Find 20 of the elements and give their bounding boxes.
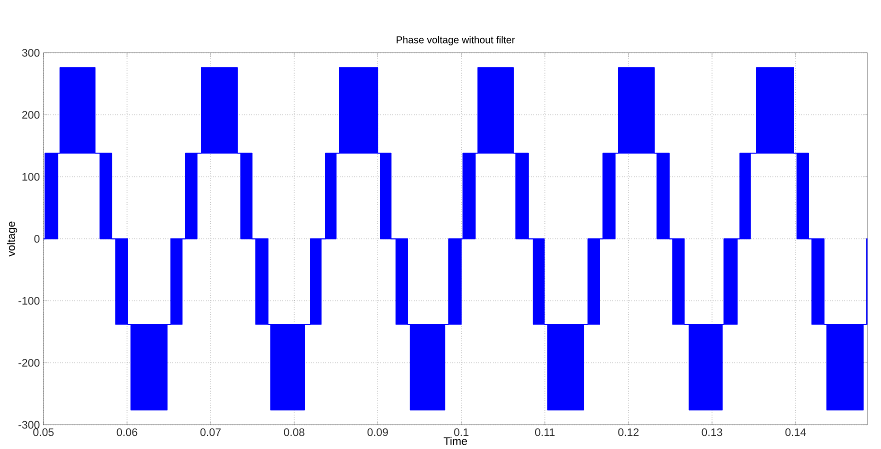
y-tick-label: 100	[22, 172, 40, 181]
x-tick-label: 0.12	[618, 428, 639, 436]
x-tick-label: 0.11	[535, 428, 555, 436]
y-axis-title: voltage	[6, 222, 18, 256]
x-tick-label: 0.05	[33, 428, 54, 436]
y-tick-label: -300	[18, 420, 40, 429]
y-tick-label: -200	[18, 358, 40, 367]
x-tick-label: 0.09	[368, 428, 388, 436]
x-axis-title: Time	[444, 436, 467, 445]
x-tick-label: 0.07	[200, 428, 221, 436]
x-tick-label: 0.13	[702, 428, 722, 436]
chart-title: Phase voltage without filter	[396, 36, 515, 46]
y-tick-label: -100	[18, 296, 40, 305]
x-tick-label: 0.1	[454, 428, 468, 436]
y-tick-label: 200	[22, 110, 40, 119]
x-tick-label: 0.14	[785, 428, 806, 436]
x-tick-label: 0.06	[116, 428, 138, 436]
x-tick-label: 0.08	[284, 428, 304, 436]
y-tick-label: 300	[22, 48, 40, 57]
y-tick-label: 0	[34, 234, 40, 243]
